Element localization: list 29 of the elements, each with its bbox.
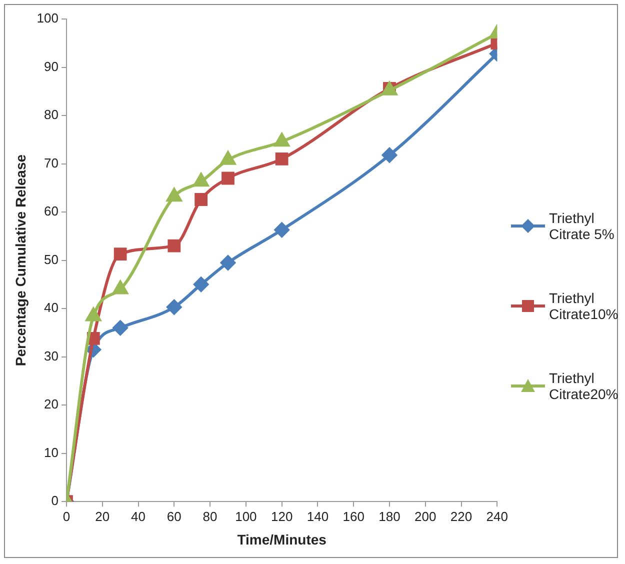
legend-label: Triethyl Citrate 5% xyxy=(549,210,615,242)
x-tick-label: 240 xyxy=(486,508,508,524)
y-tick-label: 20 xyxy=(44,396,58,412)
x-tick-label: 120 xyxy=(270,508,293,524)
y-tick-label: 50 xyxy=(44,252,58,267)
y-tick-label: 30 xyxy=(44,348,58,364)
x-tick-label: 20 xyxy=(95,508,110,524)
y-tick-label: 100 xyxy=(36,10,58,26)
y-tick-label: 60 xyxy=(44,204,58,219)
x-tick-label: 80 xyxy=(202,508,218,524)
y-tick-label: 40 xyxy=(44,300,58,316)
y-tick-label: 70 xyxy=(44,155,58,170)
legend-label: Triethyl Citrate10% xyxy=(549,290,618,322)
y-axis-title: Percentage Cumulative Release xyxy=(12,154,28,366)
x-tick-label: 100 xyxy=(235,508,257,524)
x-tick-label: 160 xyxy=(342,508,364,524)
x-tick-label: 200 xyxy=(414,508,436,524)
x-tick-label: 180 xyxy=(378,508,400,524)
x-tick-label: 60 xyxy=(166,508,182,524)
y-tick-label: 80 xyxy=(44,107,58,122)
y-tick-label: 0 xyxy=(51,493,58,508)
legend-label: Triethyl Citrate20% xyxy=(549,370,618,402)
x-tick-label: 220 xyxy=(450,508,472,524)
y-tick-label: 90 xyxy=(44,58,58,74)
x-tick-label: 40 xyxy=(131,508,146,524)
x-tick-label: 0 xyxy=(62,508,70,524)
x-tick-label: 140 xyxy=(306,508,329,524)
x-axis-title: Time/Minutes xyxy=(237,531,327,548)
y-tick-label: 10 xyxy=(44,444,58,460)
